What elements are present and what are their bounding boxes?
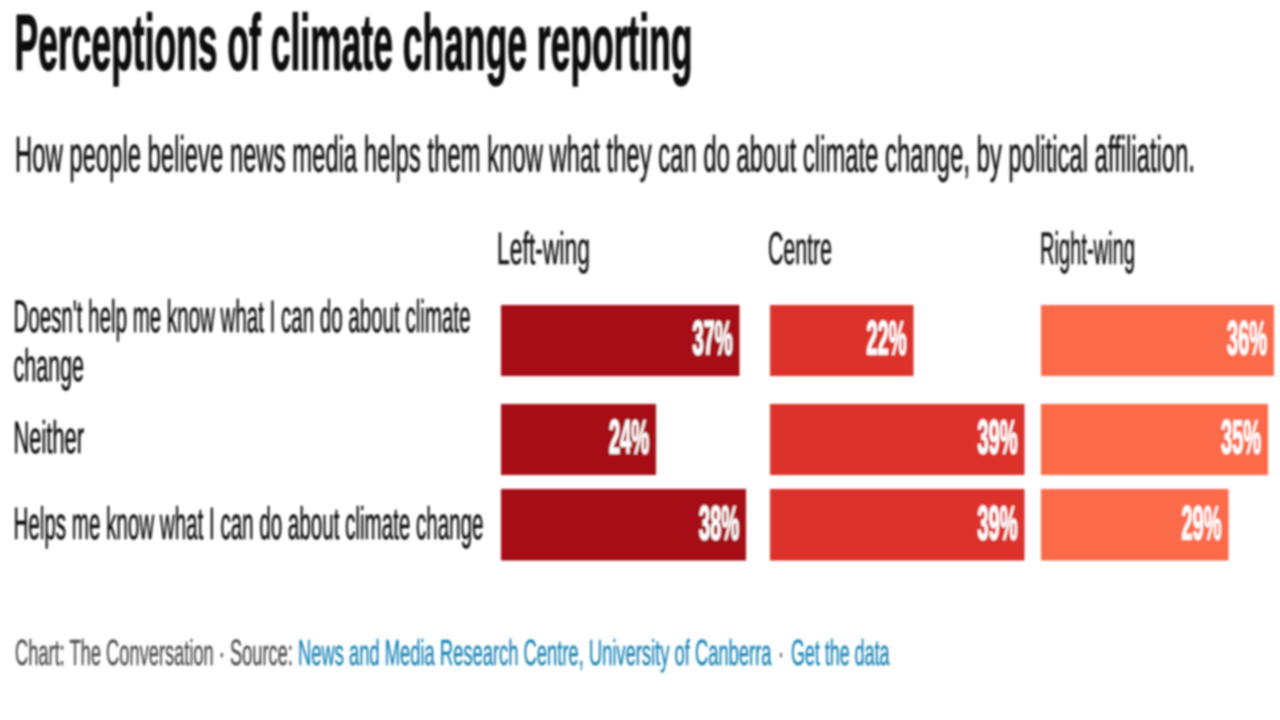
svg-text:Chart: The Conversation · Sour: Chart: The Conversation · Source: [15, 632, 298, 673]
svg-text:38%: 38% [699, 498, 739, 551]
svg-text:Centre: Centre [768, 223, 832, 274]
svg-text:35%: 35% [1221, 412, 1261, 465]
svg-text:Doesn't help me know what I ca: Doesn't help me know what I can do about… [14, 291, 471, 342]
svg-text:Perceptions of climate change: Perceptions of climate change reporting [15, 0, 693, 87]
svg-text:·: · [774, 632, 788, 673]
svg-text:Right-wing: Right-wing [1040, 223, 1135, 274]
svg-text:change: change [14, 340, 85, 391]
svg-text:29%: 29% [1182, 498, 1222, 551]
svg-text:Helps me know what I can do ab: Helps me know what I can do about climat… [14, 498, 484, 549]
svg-text:37%: 37% [693, 313, 733, 366]
svg-text:24%: 24% [609, 412, 649, 465]
svg-text:39%: 39% [978, 498, 1018, 551]
svg-text:How people believe news media: How people believe news media helps them… [15, 127, 1195, 183]
svg-text:News and Media Research Centre: News and Media Research Centre, Universi… [298, 632, 772, 673]
svg-text:22%: 22% [867, 313, 907, 366]
svg-text:Neither: Neither [14, 412, 85, 463]
svg-text:36%: 36% [1227, 313, 1267, 366]
svg-text:Get the data: Get the data [791, 632, 890, 673]
svg-text:39%: 39% [978, 412, 1018, 465]
svg-text:Left-wing: Left-wing [497, 223, 590, 274]
